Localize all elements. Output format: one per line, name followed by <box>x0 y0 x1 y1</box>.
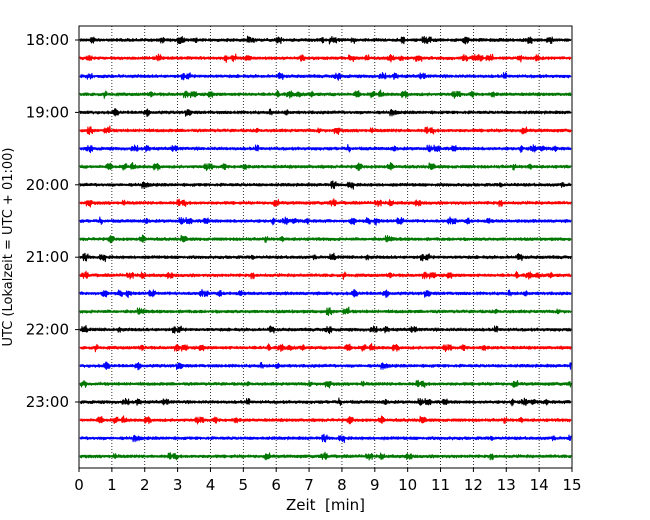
y-tick-label-0: 18:00 <box>26 31 69 49</box>
trace-2330 <box>79 433 572 444</box>
x-tick-label-8: 8 <box>337 476 347 494</box>
x-tick-label-13: 13 <box>497 476 516 494</box>
y-axis-ticks: 18:00 19:00 20:00 21:00 22:00 23:00 <box>26 31 79 411</box>
x-tick-label-15: 15 <box>562 476 581 494</box>
trace-1830 <box>79 72 572 81</box>
seismic-traces <box>79 35 572 461</box>
trace-2000 <box>79 180 572 190</box>
trace-2115 <box>79 270 572 280</box>
trace-1845 <box>79 89 572 99</box>
x-tick-label-2: 2 <box>140 476 150 494</box>
trace-1800 <box>79 35 572 45</box>
trace-2345 <box>79 451 572 461</box>
trace-2045 <box>79 234 572 244</box>
x-tick-label-11: 11 <box>431 476 450 494</box>
x-tick-label-12: 12 <box>464 476 483 494</box>
y-tick-label-1: 19:00 <box>26 103 69 121</box>
trace-2200 <box>79 325 572 335</box>
trace-1930 <box>79 144 572 154</box>
trace-1900 <box>79 108 572 117</box>
y-axis-label: UTC (Lokalzeit = UTC + 01:00) <box>1 148 16 347</box>
x-tick-label-0: 0 <box>74 476 84 494</box>
y-tick-label-3: 21:00 <box>26 248 69 266</box>
x-axis-label: Zeit [min] <box>286 496 365 514</box>
trace-1915 <box>79 125 572 136</box>
trace-2230 <box>79 361 572 371</box>
x-tick-label-9: 9 <box>370 476 380 494</box>
x-tick-label-6: 6 <box>271 476 281 494</box>
x-tick-label-7: 7 <box>304 476 314 494</box>
trace-2315 <box>79 415 572 425</box>
y-tick-label-5: 23:00 <box>26 393 69 411</box>
trace-2215 <box>79 342 572 353</box>
y-tick-label-2: 20:00 <box>26 176 69 194</box>
trace-2145 <box>79 306 572 316</box>
trace-1815 <box>79 53 572 63</box>
x-axis-ticks: 0 1 2 3 4 5 6 7 8 9 10 11 12 13 14 15 <box>74 468 582 494</box>
trace-2015 <box>79 198 572 208</box>
plot-frame <box>78 25 573 469</box>
trace-2100 <box>79 252 572 263</box>
x-tick-label-1: 1 <box>107 476 117 494</box>
x-tick-label-4: 4 <box>206 476 216 494</box>
x-tick-label-14: 14 <box>530 476 549 494</box>
y-tick-label-4: 22:00 <box>26 321 69 339</box>
x-tick-label-10: 10 <box>398 476 417 494</box>
x-tick-label-5: 5 <box>239 476 249 494</box>
trace-2300 <box>79 397 572 407</box>
trace-2130 <box>79 288 572 299</box>
trace-1945 <box>79 161 572 172</box>
trace-2030 <box>79 216 572 226</box>
x-tick-label-3: 3 <box>173 476 183 494</box>
trace-2245 <box>79 379 572 389</box>
